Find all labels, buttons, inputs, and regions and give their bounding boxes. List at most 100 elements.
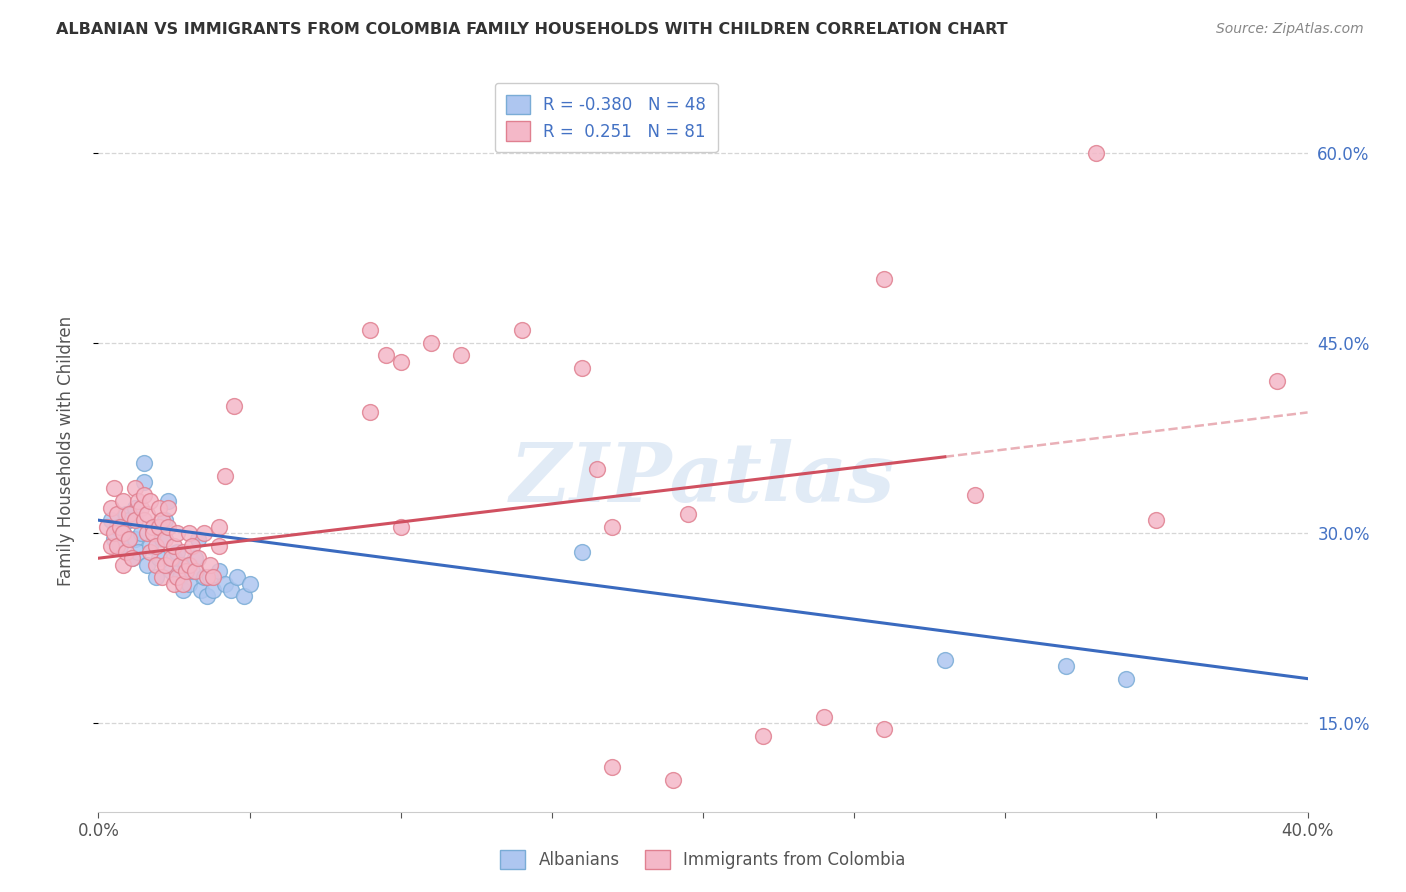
Point [184, 551, 207, 566]
Point [145, 558, 167, 572]
Point [139, 539, 162, 553]
Point [156, 494, 179, 508]
Point [103, 525, 125, 540]
Point [105, 507, 128, 521]
Point [160, 564, 183, 578]
Point [111, 494, 134, 508]
Point [103, 482, 125, 496]
Point [389, 355, 412, 369]
Point [195, 589, 218, 603]
Point [132, 475, 155, 490]
Point [510, 323, 533, 337]
Point [118, 507, 141, 521]
Point [174, 558, 197, 572]
Point [1085, 145, 1108, 160]
Point [135, 507, 157, 521]
Point [1115, 672, 1137, 686]
Y-axis label: Family Households with Children: Family Households with Children [56, 316, 75, 585]
Point [111, 558, 134, 572]
Point [132, 488, 155, 502]
Point [111, 525, 134, 540]
Point [193, 525, 215, 540]
Point [142, 519, 165, 533]
Point [214, 468, 236, 483]
Point [184, 564, 207, 578]
Point [127, 494, 149, 508]
Point [202, 582, 225, 597]
Point [360, 405, 382, 419]
Point [360, 323, 382, 337]
Point [873, 272, 896, 286]
Point [153, 532, 176, 546]
Point [124, 532, 146, 546]
Point [221, 582, 243, 597]
Point [202, 570, 225, 584]
Point [169, 558, 191, 572]
Point [571, 545, 593, 559]
Point [172, 545, 194, 559]
Point [166, 525, 188, 540]
Point [166, 545, 188, 559]
Point [153, 558, 176, 572]
Point [179, 525, 201, 540]
Point [121, 551, 143, 566]
Point [163, 539, 186, 553]
Point [139, 494, 162, 508]
Point [150, 570, 173, 584]
Point [389, 519, 412, 533]
Point [169, 570, 191, 584]
Point [124, 500, 146, 515]
Point [181, 539, 204, 553]
Point [150, 513, 173, 527]
Point [190, 582, 212, 597]
Point [208, 539, 231, 553]
Point [103, 532, 125, 546]
Point [1267, 374, 1289, 388]
Point [145, 570, 167, 584]
Legend: R = -0.380   N = 48, R =  0.251   N = 81: R = -0.380 N = 48, R = 0.251 N = 81 [495, 83, 717, 153]
Point [602, 760, 624, 774]
Point [224, 399, 246, 413]
Point [420, 335, 443, 350]
Point [179, 576, 201, 591]
Point [105, 519, 128, 533]
Point [114, 545, 136, 559]
Point [148, 519, 170, 533]
Point [100, 539, 122, 553]
Point [239, 576, 262, 591]
Point [174, 564, 197, 578]
Point [873, 723, 896, 737]
Point [193, 570, 215, 584]
Point [124, 513, 146, 527]
Point [1054, 659, 1077, 673]
Point [172, 582, 194, 597]
Point [934, 652, 956, 666]
Point [100, 500, 122, 515]
Point [118, 532, 141, 546]
Point [108, 539, 131, 553]
Point [208, 564, 231, 578]
Point [121, 551, 143, 566]
Point [965, 488, 987, 502]
Point [187, 551, 209, 566]
Point [118, 513, 141, 527]
Point [450, 348, 472, 362]
Point [156, 519, 179, 533]
Point [187, 532, 209, 546]
Point [214, 576, 236, 591]
Point [139, 545, 162, 559]
Point [148, 500, 170, 515]
Point [166, 570, 188, 584]
Point [132, 513, 155, 527]
Point [163, 576, 186, 591]
Point [105, 539, 128, 553]
Point [96, 519, 118, 533]
Point [129, 525, 152, 540]
Point [208, 519, 231, 533]
Point [1144, 513, 1167, 527]
Point [150, 532, 173, 546]
Point [172, 576, 194, 591]
Point [200, 570, 222, 584]
Point [124, 482, 146, 496]
Point [676, 507, 699, 521]
